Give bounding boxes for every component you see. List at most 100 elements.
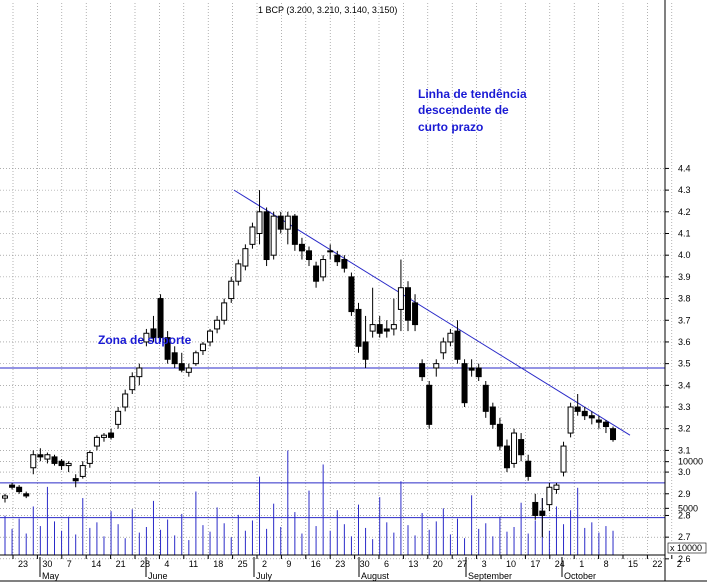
candle-body-down xyxy=(588,415,595,419)
candle-body-down xyxy=(362,341,369,360)
candle-body-up xyxy=(86,452,93,464)
day-tick-label: 22 xyxy=(652,559,662,569)
trend-annotation-line-3: curto prazo xyxy=(418,120,483,134)
candle-body-down xyxy=(313,265,320,282)
candle-body-down xyxy=(23,493,30,497)
candle-body-up xyxy=(199,343,206,352)
candle-body-down xyxy=(277,215,284,230)
candle-body-up xyxy=(228,280,235,300)
chart-title: 1 BCP (3.200, 3.210, 3.140, 3.150) xyxy=(258,5,397,15)
candle-body-up xyxy=(270,215,277,256)
candle-body-up xyxy=(192,352,199,365)
candle-body-down xyxy=(58,460,65,467)
month-label: September xyxy=(468,571,512,581)
candle-body-down xyxy=(108,432,115,438)
candle-body-up xyxy=(100,434,107,438)
day-tick-label: 30 xyxy=(360,559,370,569)
day-tick-label: 2 xyxy=(677,559,682,569)
day-tick-label: 4 xyxy=(164,559,169,569)
candle-body-up xyxy=(2,495,8,499)
price-tick-label: 2.9 xyxy=(678,489,691,499)
day-tick-label: 23 xyxy=(335,559,345,569)
price-tick-label: 3.0 xyxy=(678,467,691,477)
price-candles xyxy=(2,190,617,538)
candle-body-down xyxy=(482,384,489,412)
day-tick-label: 10 xyxy=(506,559,516,569)
candle-body-down xyxy=(178,363,185,371)
candle-body-down xyxy=(503,445,510,469)
day-tick-label: 1 xyxy=(579,559,584,569)
day-tick-label: 23 xyxy=(18,559,28,569)
price-tick-label: 3.8 xyxy=(678,294,691,304)
day-tick-label: 14 xyxy=(91,559,101,569)
volume-unit-box xyxy=(667,542,707,554)
candle-body-up xyxy=(79,465,86,477)
candle-body-down xyxy=(475,367,482,378)
candle-body-up xyxy=(433,363,440,369)
candle-body-down xyxy=(334,254,341,263)
candle-body-down xyxy=(461,363,468,404)
candle-body-down xyxy=(426,384,433,425)
candle-body-up xyxy=(115,410,122,425)
grid-lines xyxy=(0,3,673,560)
candle-body-up xyxy=(284,215,291,230)
candle-body-up xyxy=(235,263,242,282)
candle-body-down xyxy=(489,406,496,425)
day-tick-label: 24 xyxy=(555,559,565,569)
candle-body-down xyxy=(574,406,581,412)
candle-body-down xyxy=(595,419,602,423)
candle-body-up xyxy=(221,302,228,321)
candle-body-down xyxy=(419,363,426,378)
candle-body-down xyxy=(348,276,355,313)
candle-body-down xyxy=(610,428,617,441)
price-tick-label: 4.1 xyxy=(678,228,691,238)
candle-body-up xyxy=(553,484,560,490)
price-tick-label: 3.4 xyxy=(678,380,691,390)
candle-body-up xyxy=(447,332,454,343)
day-tick-label: 27 xyxy=(457,559,467,569)
month-label: July xyxy=(256,571,273,581)
day-tick-label: 18 xyxy=(213,559,223,569)
candle-body-up xyxy=(397,287,404,310)
candle-body-down xyxy=(454,330,461,360)
day-tick-label: 25 xyxy=(238,559,248,569)
day-tick-label: 2 xyxy=(262,559,267,569)
candle-body-up xyxy=(30,454,37,469)
volume-tick-label: 10000 xyxy=(678,457,703,467)
candle-body-down xyxy=(157,298,164,339)
price-tick-label: 3.9 xyxy=(678,272,691,282)
candle-body-up xyxy=(560,445,567,473)
price-tick-label: 4.2 xyxy=(678,207,691,217)
candle-body-down xyxy=(602,421,609,428)
candle-body-down xyxy=(355,308,362,347)
candle-body-up xyxy=(567,406,574,434)
candle-body-down xyxy=(518,439,525,456)
trend-annotation-line-1: Linha de tendência xyxy=(418,87,527,101)
candle-body-down xyxy=(496,423,503,447)
candle-body-down xyxy=(51,456,58,464)
price-tick-label: 3.1 xyxy=(678,445,691,455)
day-tick-label: 17 xyxy=(530,559,540,569)
price-tick-label: 2.6 xyxy=(678,554,691,564)
candle-body-up xyxy=(136,367,143,378)
candle-body-down xyxy=(9,484,16,488)
candle-body-down xyxy=(72,478,79,482)
price-tick-label: 3.3 xyxy=(678,402,691,412)
candle-body-up xyxy=(143,332,150,343)
price-tick-label: 4.0 xyxy=(678,250,691,260)
day-tick-label: 20 xyxy=(433,559,443,569)
day-tick-label: 3 xyxy=(482,559,487,569)
candle-body-down xyxy=(581,410,588,417)
support-annotation: Zona de suporte xyxy=(98,333,192,347)
price-tick-label: 4.3 xyxy=(678,185,691,195)
day-tick-label: 9 xyxy=(286,559,291,569)
candle-body-up xyxy=(44,454,51,460)
month-label: June xyxy=(148,571,168,581)
price-tick-label: 3.7 xyxy=(678,315,691,325)
candle-body-down xyxy=(412,302,419,326)
price-tick-label: 3.6 xyxy=(678,337,691,347)
day-tick-label: 13 xyxy=(408,559,418,569)
candle-body-up xyxy=(242,248,249,267)
candle-body-down xyxy=(164,337,171,360)
